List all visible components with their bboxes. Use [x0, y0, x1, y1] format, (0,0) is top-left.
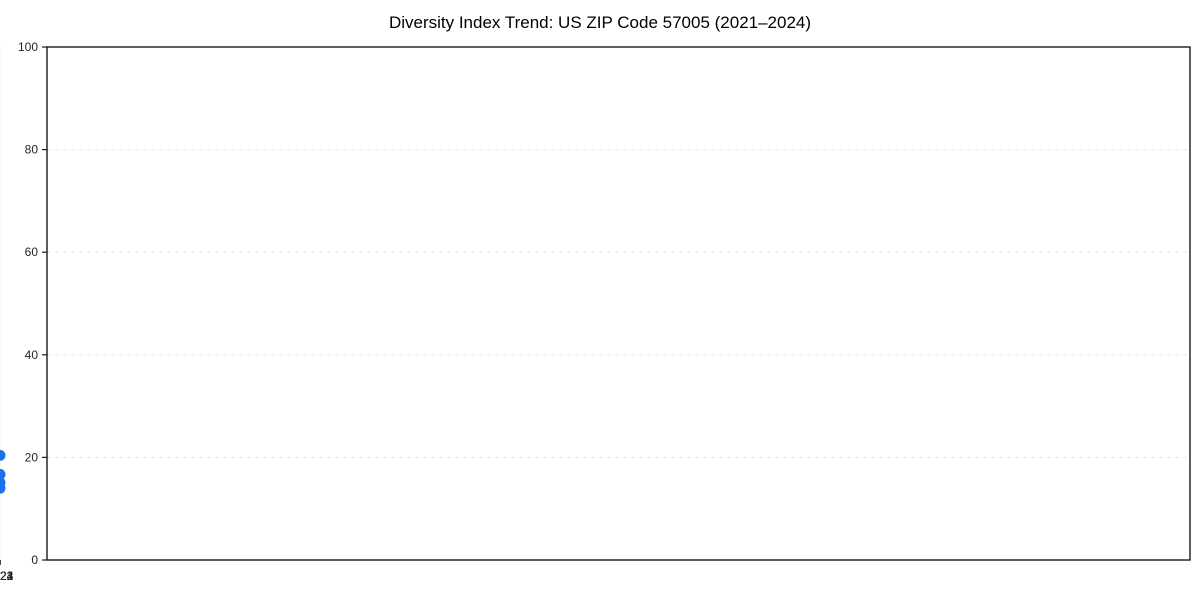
x-tick-label: 2022 — [0, 569, 14, 583]
data-point — [0, 468, 6, 480]
plot-border — [46, 46, 1191, 561]
x-tick-label: 2023 — [0, 569, 14, 583]
data-point — [0, 477, 6, 489]
y-tick-label: 40 — [25, 348, 39, 362]
chart-title: Diversity Index Trend: US ZIP Code 57005… — [388, 13, 812, 32]
y-tick-label: 100 — [18, 40, 38, 54]
y-tick-label: 20 — [25, 450, 39, 464]
x-tick-label: 2021 — [0, 569, 14, 583]
y-tick-label: 0 — [31, 553, 38, 567]
y-tick-label: 80 — [25, 143, 39, 157]
data-point — [0, 449, 6, 461]
x-tick-label: 2024 — [0, 569, 14, 583]
y-tick-label: 60 — [25, 245, 39, 259]
